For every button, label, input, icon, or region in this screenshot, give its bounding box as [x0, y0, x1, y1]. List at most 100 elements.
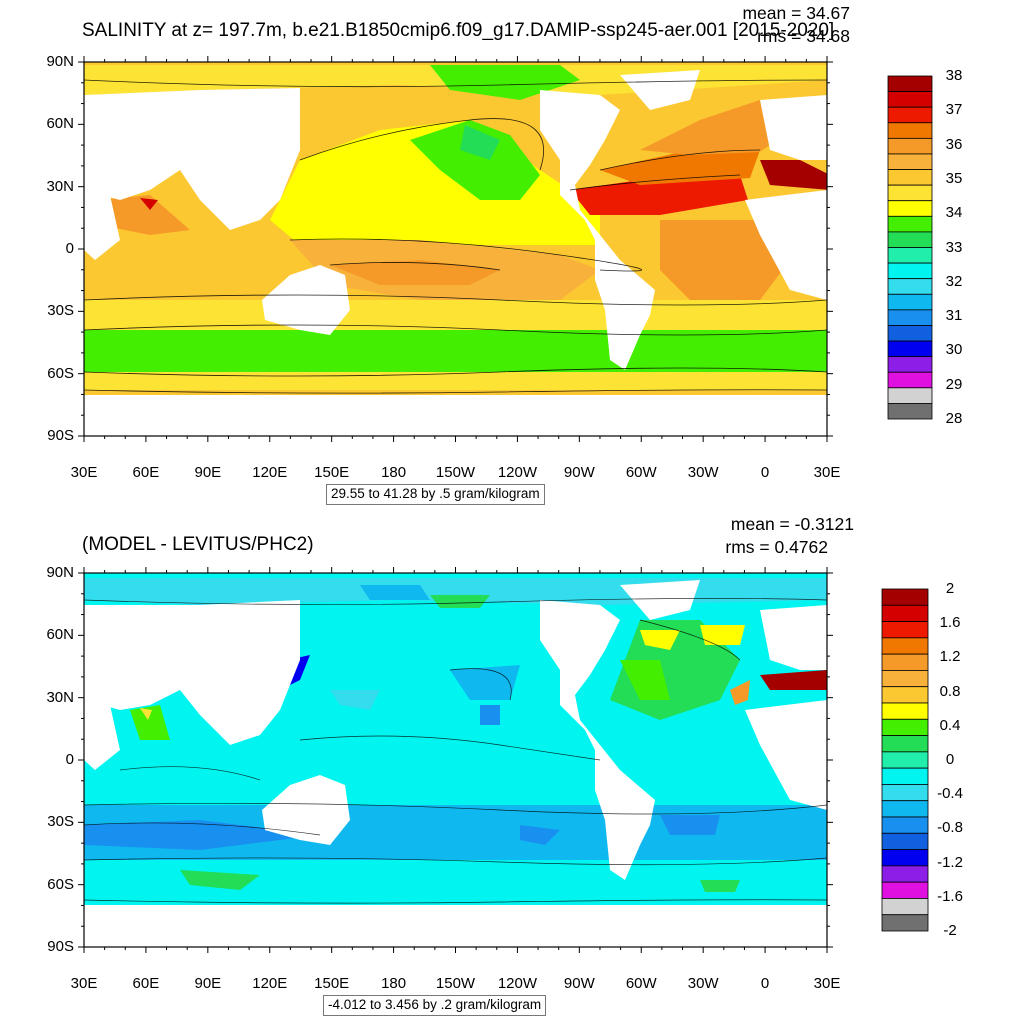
lat-label: 0	[65, 751, 74, 768]
colorbar-label: 29	[945, 375, 963, 393]
lat-label: 60N	[46, 115, 74, 133]
lat-label: 30N	[46, 688, 74, 706]
colorbar-swatch	[881, 686, 929, 704]
colorbar-swatch	[881, 718, 929, 736]
colorbar-label: 1.2	[939, 648, 961, 666]
panel2-colorbar	[881, 588, 929, 932]
lon-label: 120E	[252, 975, 288, 992]
colorbar-label: 34	[945, 204, 963, 222]
colorbar-label: 31	[945, 307, 963, 325]
colorbar-swatch	[881, 588, 929, 606]
colorbar-swatch	[881, 702, 929, 720]
lon-label: 90E	[194, 975, 222, 992]
colorbar-swatch	[881, 604, 929, 622]
lon-label: 60W	[625, 975, 657, 992]
lat-label: 90S	[47, 427, 74, 444]
lon-label: 120W	[497, 464, 537, 481]
lon-label: 0	[760, 464, 770, 481]
colorbar-swatch	[881, 914, 929, 932]
colorbar-swatch	[881, 816, 929, 834]
colorbar-label: 28	[945, 410, 963, 427]
panel2-ocean-field	[84, 573, 827, 947]
lon-label: 150E	[314, 975, 350, 992]
panel1-ticks	[78, 56, 833, 442]
panel1-title: SALINITY at z= 197.7m, b.e21.B1850cmip6.…	[82, 20, 835, 41]
lon-label: 150W	[435, 975, 476, 992]
colorbar-label: 37	[945, 101, 963, 119]
colorbar-label: 36	[945, 135, 963, 153]
panel1-ocean-field	[84, 62, 827, 436]
lon-label: 180	[381, 464, 407, 481]
lat-label: 30S	[47, 302, 74, 320]
colorbar-label: -2	[943, 922, 957, 939]
colorbar-label: 2	[945, 580, 955, 597]
panel2-mean: mean = -0.3121	[730, 514, 854, 534]
lat-label: 60S	[47, 875, 74, 893]
colorbar-label: 1.6	[939, 614, 961, 632]
lon-label: 60E	[132, 464, 160, 481]
panel2-title: (MODEL - LEVITUS/PHC2)	[82, 534, 314, 555]
colorbar-label: 33	[945, 238, 963, 256]
panel1-colorbar	[887, 75, 933, 420]
lon-label: 30E	[813, 975, 841, 992]
lon-label: 60E	[132, 975, 160, 992]
colorbar-label: -1.2	[937, 853, 963, 871]
colorbar-label: 0.4	[939, 716, 961, 734]
colorbar-label: -0.4	[937, 785, 963, 803]
lon-label: 120W	[497, 975, 537, 992]
colorbar-label: 0	[945, 751, 955, 768]
lat-label: 90S	[47, 938, 74, 955]
colorbar-swatch	[881, 767, 929, 785]
colorbar-swatch	[881, 898, 929, 916]
lon-label: 30E	[70, 975, 98, 992]
panel2-range-box: -4.012 to 3.456 by .2 gram/kilogram	[323, 995, 547, 1016]
colorbar-swatch	[881, 784, 929, 802]
lon-label: 120E	[252, 464, 288, 481]
panel1-mean: mean = 34.67	[742, 3, 850, 23]
lat-label: 60S	[47, 364, 74, 382]
lon-label: 60W	[625, 464, 657, 481]
lon-label: 30W	[687, 464, 719, 481]
panel1-range-box: 29.55 to 41.28 by .5 gram/kilogram	[326, 484, 545, 505]
panel2-ticks	[78, 567, 833, 953]
panel1-rms: rms = 34.68	[757, 26, 850, 46]
lat-label: 0	[65, 240, 74, 257]
lon-label: 150W	[435, 464, 476, 481]
panel2-rms: rms = 0.4762	[725, 537, 828, 557]
colorbar-swatch	[881, 881, 929, 899]
lon-label: 90E	[194, 464, 222, 481]
lon-label: 180	[381, 975, 407, 992]
lon-label: 30E	[70, 464, 98, 481]
colorbar-label: 35	[945, 169, 963, 187]
lat-label: 30N	[46, 177, 74, 195]
lat-label: 30S	[47, 813, 74, 831]
colorbar-swatch	[881, 800, 929, 818]
colorbar-label: 38	[945, 67, 963, 84]
lat-label: 60N	[46, 626, 74, 644]
colorbar-swatch	[881, 653, 929, 671]
lon-label: 90W	[563, 975, 595, 992]
lon-label: 90W	[563, 464, 595, 481]
colorbar-swatch	[881, 637, 929, 655]
colorbar-label: 30	[945, 341, 963, 359]
colorbar-swatch	[881, 670, 929, 688]
colorbar-swatch	[881, 621, 929, 639]
lon-label: 0	[760, 975, 770, 992]
colorbar-swatch	[887, 403, 933, 420]
colorbar-label: -1.6	[937, 887, 963, 905]
colorbar-swatch	[881, 735, 929, 753]
colorbar-label: 0.8	[939, 682, 961, 700]
lon-label: 30W	[687, 975, 719, 992]
colorbar-swatch	[881, 865, 929, 883]
colorbar-swatch	[881, 751, 929, 769]
colorbar-swatch	[881, 832, 929, 850]
colorbar-swatch	[881, 849, 929, 867]
colorbar-label: -0.8	[937, 819, 963, 837]
lon-label: 30E	[813, 464, 841, 481]
lon-label: 150E	[314, 464, 350, 481]
colorbar-label: 32	[945, 272, 963, 290]
lat-label: 90N	[46, 564, 74, 581]
lat-label: 90N	[46, 53, 74, 70]
